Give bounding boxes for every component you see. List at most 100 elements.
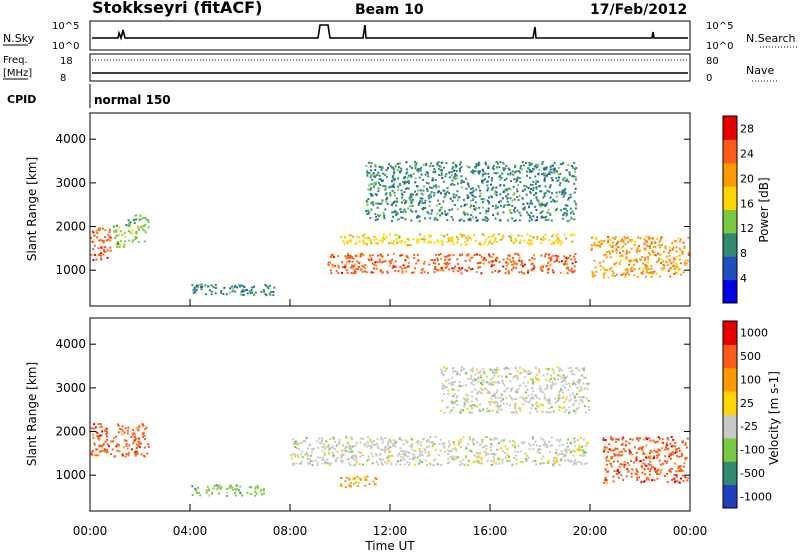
power-cell-region-4 xyxy=(558,260,561,263)
velocity-cell-region-5 xyxy=(613,454,616,457)
velocity-cell-region-0 xyxy=(110,440,113,443)
power-cell-region-6 xyxy=(528,161,531,164)
velocity-cell-region-4 xyxy=(514,390,517,393)
power-cell-region-5 xyxy=(376,242,379,245)
velocity-cell-region-4 xyxy=(477,377,480,380)
velocity-cell-region-0 xyxy=(131,433,134,436)
power-cell-region-6 xyxy=(498,175,501,178)
power-cell-region-3 xyxy=(269,284,272,287)
velocity-cell-region-0 xyxy=(100,450,103,452)
power-cell-region-5 xyxy=(406,244,409,247)
power-cell-region-6 xyxy=(384,188,387,191)
power-cell-region-6 xyxy=(574,207,577,210)
power-cell-region-7 xyxy=(645,244,648,247)
velocity-cell-region-4 xyxy=(536,396,538,399)
power-cell-region-4 xyxy=(342,266,344,269)
velocity-cell-region-4 xyxy=(454,370,457,373)
velocity-cell-region-2 xyxy=(462,459,465,461)
power-cell-region-4 xyxy=(520,260,523,262)
power-cell-region-6 xyxy=(445,214,448,216)
power-cell-region-6 xyxy=(535,186,538,189)
noise-tick-right-high: 10^5 xyxy=(706,21,733,32)
velocity-cell-region-2 xyxy=(425,446,428,449)
velocity-cell-region-4 xyxy=(568,411,571,414)
velocity-cell-region-2 xyxy=(309,460,312,463)
power-cell-region-7 xyxy=(610,267,613,270)
power-cell-region-6 xyxy=(387,167,389,170)
power-cell-region-6 xyxy=(469,199,472,202)
velocity-cell-region-2 xyxy=(434,436,437,438)
velocity-cell-region-4 xyxy=(562,375,565,378)
velocity-cell-region-2 xyxy=(473,460,476,463)
velocity-cell-region-5 xyxy=(666,473,668,475)
power-cell-region-7 xyxy=(643,259,646,262)
velocity-cell-region-2 xyxy=(580,463,583,466)
velocity-cell-region-2 xyxy=(400,459,403,462)
power-cell-region-4 xyxy=(393,252,396,255)
power-cell-region-4 xyxy=(401,270,404,273)
velocity-cell-region-2 xyxy=(555,449,558,451)
velocity-cell-region-0 xyxy=(142,454,145,457)
velocity-cell-region-2 xyxy=(301,450,304,453)
velocity-cell-region-4 xyxy=(501,379,504,382)
velocity-cell-region-2 xyxy=(528,442,531,445)
power-cell-region-3 xyxy=(200,285,202,288)
velocity-cell-region-4 xyxy=(517,387,520,390)
velocity-cell-region-4 xyxy=(578,378,581,381)
velocity-cell-region-5 xyxy=(684,443,687,446)
velocity-cell-region-0 xyxy=(105,427,108,430)
velocity-cell-region-5 xyxy=(638,460,641,463)
power-cell-region-7 xyxy=(649,237,652,239)
velocity-cell-region-4 xyxy=(511,387,514,390)
velocity-cell-region-5 xyxy=(607,450,610,453)
velocity-cell-region-3 xyxy=(348,484,351,487)
power-cell-region-7 xyxy=(603,240,606,242)
power-cell-region-6 xyxy=(557,166,560,169)
velocity-cell-region-4 xyxy=(510,397,513,400)
power-cell-region-5 xyxy=(544,234,547,236)
velocity-cell-region-2 xyxy=(323,445,326,448)
velocity-cell-region-2 xyxy=(492,456,495,459)
power-cell-region-4 xyxy=(505,267,508,270)
power-cell-region-7 xyxy=(602,266,605,269)
velocity-cell-region-0 xyxy=(95,448,98,451)
velocity-cell-region-2 xyxy=(394,445,397,448)
power-cell-region-1 xyxy=(117,241,119,243)
power-cell-region-5 xyxy=(363,233,366,236)
power-cell-region-6 xyxy=(486,189,489,192)
power-cell-region-5 xyxy=(531,243,534,245)
power-cell-region-6 xyxy=(438,203,441,205)
velocity-cell-region-2 xyxy=(375,460,378,463)
power-cell-region-4 xyxy=(549,264,552,267)
velocity-cell-region-1 xyxy=(257,486,259,489)
power-cell-region-6 xyxy=(431,177,434,180)
velocity-cell-region-2 xyxy=(559,438,562,441)
power-cell-region-6 xyxy=(533,194,536,197)
power-cell-region-6 xyxy=(382,172,385,175)
velocity-cell-region-4 xyxy=(448,382,451,385)
velocity-cell-region-4 xyxy=(548,380,551,382)
velocity-cell-region-4 xyxy=(451,402,454,405)
power-cell-region-5 xyxy=(512,242,515,245)
velocity-cell-region-2 xyxy=(467,459,470,462)
power-cell-region-4 xyxy=(565,260,567,262)
velocity-cell-region-0 xyxy=(121,425,124,428)
velocity-cell-region-4 xyxy=(474,380,476,383)
velocity-cell-region-2 xyxy=(500,440,503,443)
power-cell-region-5 xyxy=(554,240,557,243)
velocity-cell-region-4 xyxy=(538,371,541,374)
power-cell-region-1 xyxy=(121,233,124,236)
power-cell-region-6 xyxy=(467,183,470,186)
velocity-cell-region-5 xyxy=(606,470,609,473)
velocity-cell-region-2 xyxy=(376,437,379,440)
power-cell-region-6 xyxy=(529,176,532,179)
power-cell-region-6 xyxy=(384,208,387,211)
power-cell-region-4 xyxy=(456,258,459,261)
velocity-cell-region-2 xyxy=(576,439,579,441)
velocity-cell-region-5 xyxy=(684,458,687,461)
power-cell-region-4 xyxy=(420,272,423,274)
power-colorbar-tick: 4 xyxy=(740,272,747,285)
velocity-cell-region-5 xyxy=(661,438,664,441)
velocity-cell-region-5 xyxy=(623,466,626,469)
